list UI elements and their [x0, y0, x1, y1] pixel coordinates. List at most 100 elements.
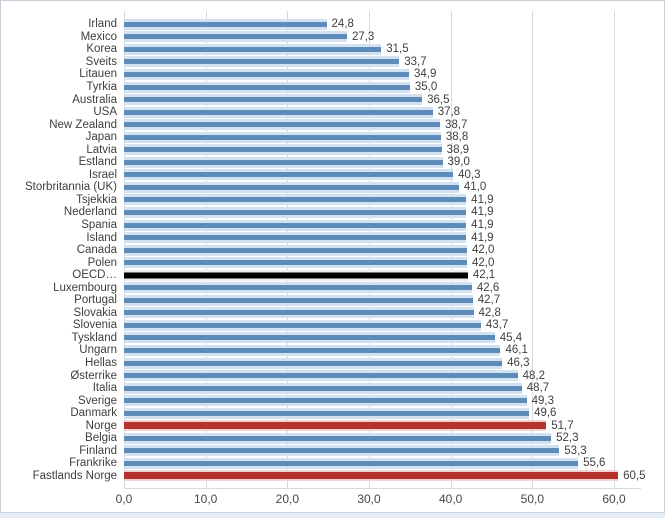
bar-blue — [124, 244, 467, 256]
bar-row: Storbritannia (UK) 41,0 — [1, 181, 664, 194]
value-label: 37,8 — [437, 106, 461, 119]
bar-row: Polen 42,0 — [1, 256, 664, 269]
category-label: Storbritannia (UK) — [24, 181, 117, 194]
bar-blue — [124, 445, 560, 457]
category-label: OECD… — [72, 269, 117, 282]
bar-blue — [124, 232, 467, 244]
value-label: 35,0 — [414, 81, 438, 93]
value-label: 36,5 — [427, 93, 450, 106]
bar-row: USA 37,8 — [1, 106, 664, 119]
value-label: 39,0 — [447, 156, 470, 169]
value-label: 42,1 — [472, 269, 496, 282]
bar-row: Luxembourg 42,6 — [1, 281, 664, 294]
value-label: 46,3 — [507, 357, 530, 370]
bar-row: Japan 38,8 — [1, 131, 664, 144]
bar-row: Østerrike 48,2 — [1, 369, 664, 382]
bar-row: Nederland 41,9 — [1, 206, 664, 219]
value-label: 49,3 — [531, 394, 554, 407]
bar-red — [124, 470, 619, 482]
value-label: 42,6 — [476, 281, 500, 294]
bar-row: Canada 42,0 — [1, 244, 664, 257]
bar-row: Frankrike 55,6 — [1, 457, 664, 470]
bar-row: Korea 31,5 — [1, 43, 664, 56]
bar-row: Slovakia 42,8 — [1, 307, 664, 320]
category-label: Korea — [86, 43, 117, 56]
bar-row: Danmark 49,6 — [1, 407, 664, 420]
gridline — [532, 11, 534, 488]
bar-row: Sveits 33,7 — [1, 56, 664, 69]
category-label: Estland — [78, 156, 117, 169]
bar-row: New Zealand 38,7 — [1, 118, 664, 131]
value-label: 42,7 — [477, 294, 501, 307]
category-label: Finland — [79, 444, 117, 457]
bar-blue — [124, 94, 423, 106]
gridline — [614, 11, 615, 488]
value-label: 38,8 — [445, 131, 469, 144]
bar-blue — [124, 370, 518, 382]
value-label: 46,1 — [505, 344, 528, 357]
bar-blue — [124, 457, 579, 469]
x-axis-tick-label: 60,0 — [602, 492, 626, 506]
bar-blue — [124, 257, 467, 269]
category-label: Slovakia — [73, 306, 117, 319]
category-label: Belgia — [85, 432, 117, 445]
category-label: Israel — [88, 168, 117, 181]
value-label: 41,9 — [471, 231, 494, 244]
bar-blue — [124, 382, 522, 394]
bar-row: Mexico 27,3 — [1, 31, 664, 44]
bar-blue — [124, 106, 433, 118]
bar-blue — [124, 432, 552, 444]
category-label: Nederland — [63, 206, 117, 219]
x-axis-tick-label: 40,0 — [438, 492, 463, 506]
bar-blue — [124, 68, 410, 80]
value-label: 38,9 — [446, 143, 470, 156]
x-axis-tick-label: 50,0 — [520, 492, 544, 506]
bar-row: Latvia 38,9 — [1, 143, 664, 156]
category-label: Norge — [85, 419, 117, 432]
bar-row: Italia 48,7 — [1, 382, 664, 395]
category-label: Hellas — [85, 357, 117, 370]
bar-blue — [124, 407, 530, 419]
category-label: Japan — [85, 131, 117, 144]
bar-blue — [124, 282, 472, 294]
bar-blue — [124, 219, 467, 231]
value-label: 33,7 — [404, 55, 427, 68]
bar-blue — [124, 56, 400, 68]
bar-row: OECD… 42,1 — [1, 269, 664, 282]
value-label: 38,7 — [445, 118, 468, 131]
bar-blue — [124, 169, 454, 181]
bar-blue — [124, 119, 441, 131]
bar-row: Spania 41,9 — [1, 219, 664, 232]
value-label: 60,5 — [623, 469, 646, 482]
bar-row: Tyskland 45,4 — [1, 332, 664, 345]
bar-row: Australia 36,5 — [1, 93, 664, 106]
bar-blue — [124, 294, 473, 306]
bar-row: Tyrkia 35,0 — [1, 81, 664, 94]
category-label: Fastlands Norge — [32, 469, 117, 482]
value-label: 48,7 — [526, 382, 550, 395]
category-label: Polen — [87, 256, 117, 269]
bar-row: Irland 24,8 — [1, 18, 664, 31]
value-label: 48,2 — [522, 369, 546, 382]
bar-blue — [124, 31, 347, 43]
category-label: Slovenia — [72, 319, 117, 332]
bar-blue — [124, 131, 441, 143]
category-label: New Zealand — [49, 118, 117, 131]
value-label: 40,3 — [458, 168, 481, 181]
bar-row: Finland 53,3 — [1, 445, 664, 458]
category-label: Sverige — [78, 394, 117, 407]
category-label: Portugal — [74, 294, 117, 307]
category-label: Island — [86, 231, 117, 244]
value-label: 43,7 — [485, 319, 509, 332]
category-label: Tyskland — [71, 331, 117, 344]
value-label: 52,3 — [556, 432, 579, 445]
bar-rows: Irland 24,8 Mexico 27,3 Korea 31,5 Sveits 33,7 L… — [1, 18, 664, 482]
category-label: Litauen — [79, 68, 117, 81]
x-axis-tick-label: 30,0 — [357, 492, 381, 506]
category-label: Canada — [76, 244, 117, 257]
bar-blue — [124, 357, 503, 369]
category-label: Irland — [88, 18, 117, 31]
bar-blue — [124, 332, 495, 344]
category-label: Tsjekkia — [76, 193, 117, 206]
